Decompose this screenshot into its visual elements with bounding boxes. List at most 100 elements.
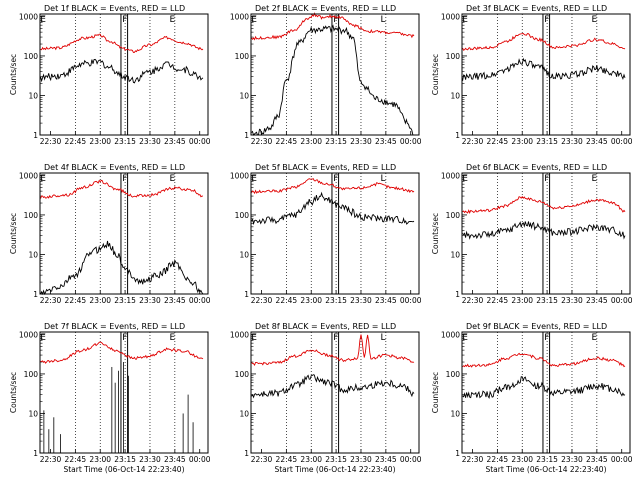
y-tick-label: 100	[24, 52, 39, 61]
y-tick-label: 100	[446, 52, 461, 61]
x-tick-label: 22:30	[251, 137, 273, 146]
x-tick-label: 23:30	[350, 296, 372, 305]
y-axis-label: Counts/sec	[9, 213, 18, 254]
y-tick-label: 1000	[19, 330, 38, 339]
x-tick-label: 22:45	[276, 137, 298, 146]
y-tick-label: 1000	[230, 12, 249, 21]
x-tick-label: 00:00	[400, 296, 422, 305]
x-tick-label: 23:00	[89, 296, 111, 305]
plot-frame	[461, 13, 631, 136]
x-tick-label: 23:30	[561, 296, 583, 305]
x-tick-label: 22:30	[40, 296, 62, 305]
interval-marker: F	[333, 174, 338, 184]
x-tick-label: 23:30	[139, 137, 161, 146]
x-tick-label: 23:45	[375, 455, 397, 464]
y-tick-label: 1	[244, 131, 249, 140]
x-tick-label: 23:15	[325, 137, 347, 146]
x-tick-label: 23:30	[139, 455, 161, 464]
y-axis-label: Counts/sec	[431, 54, 440, 95]
y-tick-label: 10	[239, 409, 249, 418]
chart-title: Det 1f BLACK = Events, RED = LLD	[44, 4, 185, 13]
y-tick-label: 1	[244, 449, 249, 458]
chart-panel-det7: Det 7f BLACK = Events, RED = LLD Counts/s…	[9, 322, 211, 474]
y-tick-label: 1	[455, 449, 460, 458]
y-tick-label: 1	[244, 290, 249, 299]
x-tick-label: 23:15	[325, 296, 347, 305]
x-tick-label: 23:15	[536, 137, 558, 146]
interval-marker: E	[40, 333, 46, 343]
x-tick-label: 22:30	[462, 137, 484, 146]
y-tick-label: 10	[239, 91, 249, 100]
y-tick-label: 100	[446, 211, 461, 220]
x-tick-label: 22:45	[276, 455, 298, 464]
x-tick-label: 23:00	[511, 455, 533, 464]
interval-marker: E	[251, 174, 257, 184]
x-tick-label: 23:15	[536, 296, 558, 305]
events-series-line	[251, 191, 415, 226]
x-tick-label: 22:45	[65, 137, 87, 146]
interval-marker: E	[462, 174, 468, 184]
chart-title: Det 4f BLACK = Events, RED = LLD	[44, 163, 185, 172]
x-tick-label: 00:00	[189, 137, 211, 146]
y-tick-label: 10	[28, 91, 38, 100]
y-tick-label: 1000	[441, 171, 460, 180]
interval-marker: F	[122, 174, 127, 184]
x-tick-label: 23:30	[350, 455, 372, 464]
interval-marker: E	[462, 15, 468, 25]
events-series-line	[462, 221, 626, 240]
plot-frame	[39, 172, 209, 295]
y-tick-label: 1000	[19, 12, 38, 21]
x-tick-label: 23:15	[325, 455, 347, 464]
interval-marker: F	[333, 333, 338, 343]
y-tick-label: 100	[235, 370, 250, 379]
x-tick-label: 23:00	[511, 296, 533, 305]
interval-marker: F	[333, 15, 338, 25]
events-series-line	[40, 58, 204, 84]
interval-marker: F	[544, 174, 549, 184]
x-tick-label: 23:00	[300, 455, 322, 464]
chart-title: Det 8f BLACK = Events, RED = LLD	[255, 322, 396, 331]
events-series-line	[40, 240, 204, 296]
x-tick-label: 23:00	[300, 296, 322, 305]
y-axis-label: Counts/sec	[431, 213, 440, 254]
x-tick-label: 23:30	[561, 455, 583, 464]
chart-title: Det 2f BLACK = Events, RED = LLD	[255, 4, 396, 13]
lld-series-line	[251, 12, 415, 41]
chart-panel-det8: Det 8f BLACK = Events, RED = LLD Start Ti…	[230, 322, 422, 474]
plot-frame	[250, 331, 420, 454]
y-tick-label: 1	[455, 290, 460, 299]
y-tick-label: 1	[33, 449, 38, 458]
x-tick-label: 23:00	[89, 455, 111, 464]
x-tick-label: 00:00	[400, 137, 422, 146]
interval-marker: E	[462, 333, 468, 343]
chart-title: Det 7f BLACK = Events, RED = LLD	[44, 322, 185, 331]
lld-series-line	[462, 195, 626, 214]
interval-marker: E	[592, 333, 598, 343]
x-tick-label: 23:30	[139, 296, 161, 305]
y-tick-label: 1	[33, 131, 38, 140]
lld-series-line	[40, 179, 203, 199]
y-axis-label: Counts/sec	[431, 372, 440, 413]
chart-title: Det 6f BLACK = Events, RED = LLD	[466, 163, 607, 172]
lld-series-line	[251, 334, 415, 367]
chart-title: Det 9f BLACK = Events, RED = LLD	[466, 322, 607, 331]
y-tick-label: 100	[446, 370, 461, 379]
y-tick-label: 10	[239, 250, 249, 259]
plot-frame	[39, 13, 209, 136]
x-tick-label: 22:45	[487, 296, 509, 305]
x-tick-label: 23:30	[561, 137, 583, 146]
events-series-line	[251, 24, 414, 136]
y-tick-label: 1	[455, 131, 460, 140]
chart-panel-det6: Det 6f BLACK = Events, RED = LLD Counts/s…	[431, 163, 633, 305]
x-tick-label: 23:45	[375, 296, 397, 305]
lld-series-line	[40, 33, 204, 53]
x-tick-label: 22:30	[251, 296, 273, 305]
y-tick-label: 100	[24, 211, 39, 220]
y-tick-label: 1000	[19, 171, 38, 180]
chart-panel-det1: Det 1f BLACK = Events, RED = LLD Counts/s…	[9, 4, 211, 146]
x-tick-label: 22:30	[40, 455, 62, 464]
y-tick-label: 10	[28, 250, 38, 259]
interval-marker: E	[40, 174, 46, 184]
interval-marker: F	[122, 333, 127, 343]
